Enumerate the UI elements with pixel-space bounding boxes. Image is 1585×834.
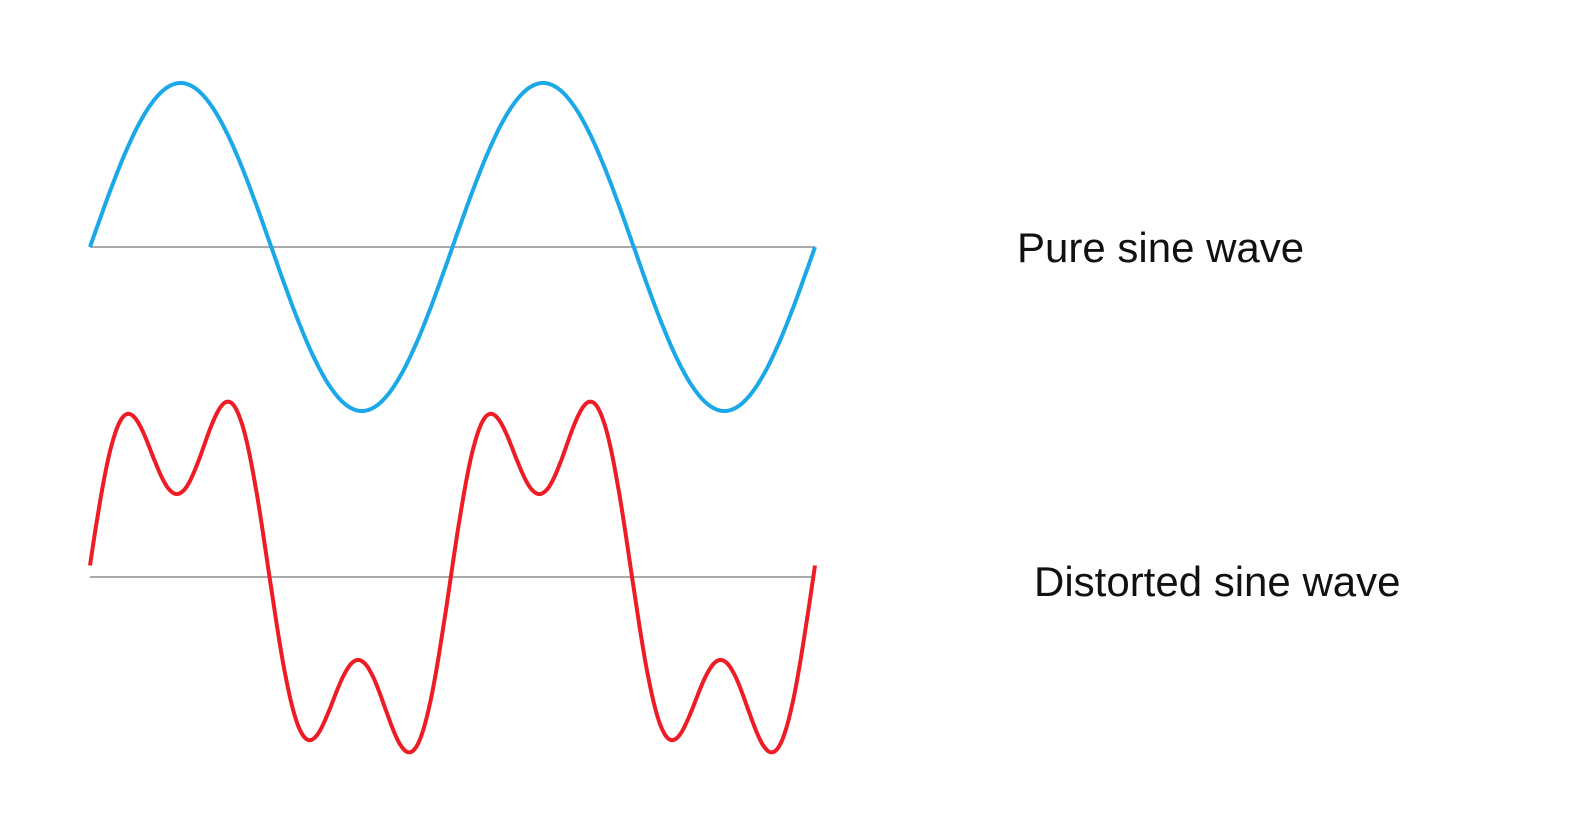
distorted-wave-label: Distorted sine wave — [1034, 558, 1401, 605]
pure-sine-wave — [88, 81, 817, 413]
distorted-sine-wave — [88, 399, 817, 755]
pure-wave-label: Pure sine wave — [1017, 224, 1305, 271]
